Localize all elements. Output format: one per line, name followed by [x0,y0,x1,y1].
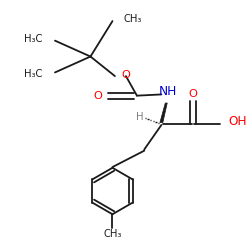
Text: O: O [189,89,198,99]
Text: CH₃: CH₃ [124,14,142,24]
Text: H₃C: H₃C [24,69,43,79]
Polygon shape [160,103,167,122]
Text: O: O [94,91,103,101]
Text: OH: OH [228,115,247,128]
Text: CH₃: CH₃ [103,229,122,239]
Text: NH: NH [158,86,177,98]
Text: H₃C: H₃C [24,34,43,44]
Text: O: O [121,70,130,80]
Text: H: H [136,112,143,122]
